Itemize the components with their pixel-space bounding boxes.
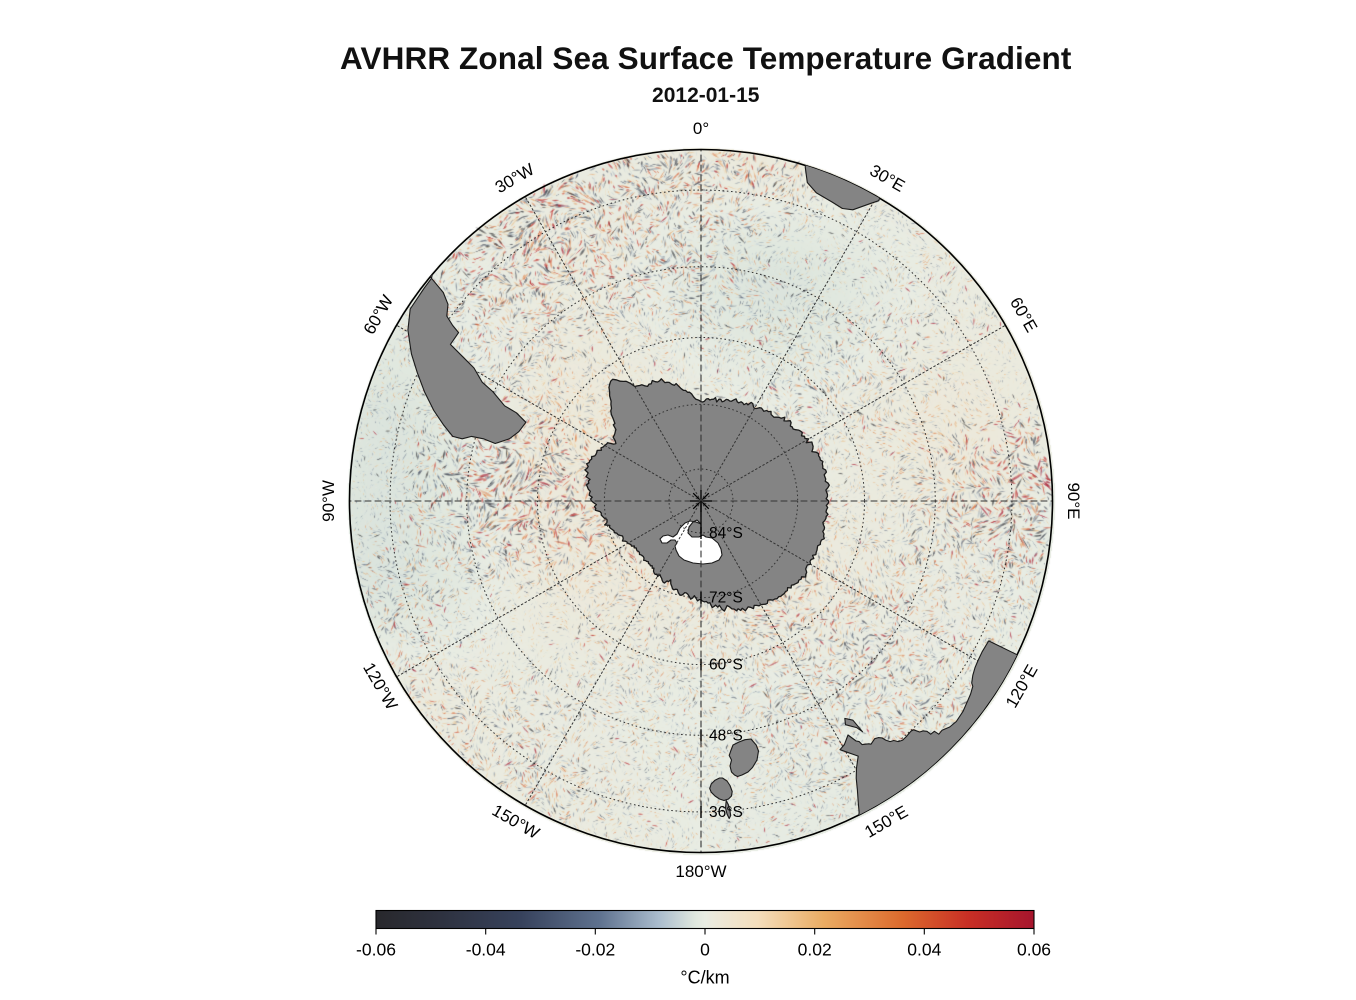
svg-text:36°S: 36°S bbox=[709, 804, 743, 821]
svg-text:120°W: 120°W bbox=[359, 659, 401, 713]
svg-text:60°W: 60°W bbox=[360, 292, 397, 338]
svg-text:-0.06: -0.06 bbox=[356, 940, 396, 960]
svg-text:180°W: 180°W bbox=[675, 862, 726, 881]
svg-text:0.02: 0.02 bbox=[798, 940, 832, 960]
svg-text:0.04: 0.04 bbox=[907, 940, 941, 960]
svg-text:90°W: 90°W bbox=[319, 480, 338, 522]
svg-text:0: 0 bbox=[700, 940, 710, 960]
svg-text:90°E: 90°E bbox=[1064, 482, 1083, 519]
svg-text:84°S: 84°S bbox=[709, 525, 743, 542]
svg-text:°C/km: °C/km bbox=[680, 968, 729, 988]
svg-text:60°S: 60°S bbox=[709, 657, 743, 674]
svg-text:0°: 0° bbox=[693, 119, 709, 138]
svg-text:48°S: 48°S bbox=[709, 727, 743, 744]
svg-text:-0.04: -0.04 bbox=[466, 940, 506, 960]
svg-text:30°E: 30°E bbox=[867, 161, 909, 196]
svg-text:-0.02: -0.02 bbox=[575, 940, 615, 960]
svg-text:0.06: 0.06 bbox=[1017, 940, 1051, 960]
svg-text:60°E: 60°E bbox=[1006, 294, 1041, 336]
svg-text:150°W: 150°W bbox=[489, 801, 543, 843]
svg-text:72°S: 72°S bbox=[709, 590, 743, 607]
svg-text:30°W: 30°W bbox=[492, 160, 538, 197]
